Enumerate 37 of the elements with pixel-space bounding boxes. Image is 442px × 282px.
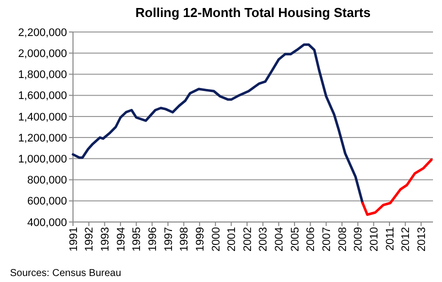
x-tick-label: 2002 [242, 227, 254, 252]
x-tick-label: 2011 [384, 227, 396, 251]
y-tick-label: 800,000 [27, 174, 67, 187]
x-tick-label: 2007 [321, 227, 334, 252]
x-tick-label: 2004 [274, 227, 286, 252]
y-tick-label: 1,000,000 [18, 154, 67, 166]
y-tick-label: 1,600,000 [18, 90, 67, 102]
y-tick-label: 1,400,000 [18, 111, 67, 124]
x-tick-label: 2008 [336, 227, 349, 252]
x-tick-label: 2001 [226, 227, 238, 252]
x-tick-label: 1995 [131, 227, 144, 252]
x-tick-label: 1996 [146, 227, 159, 252]
x-tick-label: 2010 [368, 227, 381, 252]
x-tick-label: 1997 [162, 227, 175, 252]
x-tick-label: 1993 [100, 227, 112, 252]
x-tick-label: 2003 [258, 227, 270, 252]
x-tick-label: 1992 [84, 227, 96, 252]
y-tick-label: 2,000,000 [18, 48, 67, 60]
x-tick-label: 2009 [352, 227, 365, 252]
x-tick-label: 1999 [194, 227, 206, 252]
y-tick-label: 1,800,000 [18, 69, 67, 82]
x-tick-label: 1998 [178, 227, 191, 252]
x-tick-label: 1991 [68, 227, 80, 252]
y-tick-label: 2,200,000 [18, 26, 67, 39]
x-tick-label: 2012 [400, 227, 412, 252]
line-series [72, 43, 364, 204]
x-tick-label: 2005 [289, 227, 302, 252]
y-tick-label: 600,000 [27, 196, 67, 208]
y-tick-label: 400,000 [27, 216, 67, 229]
chart-title: Rolling 12-Month Total Housing Starts [135, 5, 371, 20]
x-tick-label: 1994 [115, 227, 128, 252]
x-tick-label: 2000 [210, 227, 222, 252]
y-tick-label: 1,200,000 [18, 132, 67, 144]
line-series [361, 158, 433, 216]
source-note: Sources: Census Bureau [10, 268, 122, 279]
x-tick-label: 2013 [416, 227, 428, 252]
x-tick-label: 2006 [305, 227, 318, 252]
